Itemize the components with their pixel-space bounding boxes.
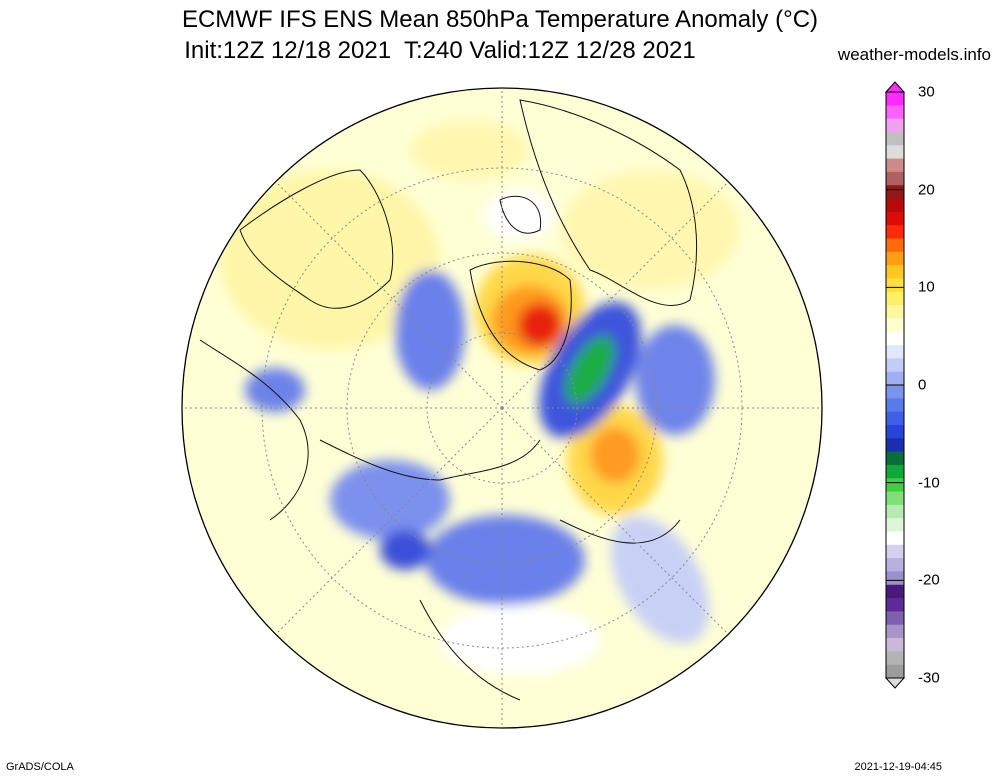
colorbar-segment: [886, 318, 904, 333]
colorbar-segment: [886, 291, 904, 306]
colorbar-tick-label: -30: [918, 669, 940, 687]
colorbar-tick-label: 20: [918, 181, 935, 199]
colorbar-segment: [886, 331, 904, 346]
colorbar-segment: [886, 211, 904, 226]
graticule: [182, 88, 822, 728]
colorbar-segment: [886, 611, 904, 626]
colorbar-segment: [886, 105, 904, 120]
chart-title: ECMWF IFS ENS Mean 850hPa Temperature An…: [181, 6, 819, 33]
colorbar-segment: [886, 558, 904, 572]
colorbar-min-arrow: [884, 677, 906, 689]
colorbar-segment: [886, 451, 904, 466]
colorbar-segment: [886, 584, 904, 599]
colorbar-segment: [886, 345, 904, 359]
colorbar-segment: [886, 358, 904, 373]
colorbar-segment: [886, 504, 904, 519]
colorbar-segment: [886, 438, 904, 453]
colorbar-segment: [886, 251, 904, 266]
colorbar-segment: [886, 571, 904, 586]
colorbar-segment: [886, 624, 904, 639]
colorbar-segment: [886, 238, 904, 253]
footer-timestamp: 2021-12-19-04:45: [854, 761, 942, 773]
colorbar-segment: [886, 385, 904, 399]
colorbar-segment: [886, 544, 904, 559]
colorbar-segment: [886, 518, 904, 532]
colorbar-max-arrow: [884, 81, 906, 93]
colorbar-segment: [886, 131, 904, 146]
colorbar-segment: [886, 225, 904, 239]
colorbar-tick-label: 10: [918, 278, 935, 296]
colorbar-segment: [886, 198, 904, 213]
colorbar-segment: [886, 265, 904, 279]
colorbar-segment: [886, 118, 904, 133]
colorbar-segment: [886, 651, 904, 666]
colorbar-segment: [886, 278, 904, 293]
colorbar-segment: [886, 638, 904, 652]
colorbar-tick-label: 30: [918, 83, 935, 101]
footer-credit: GrADS/COLA: [6, 761, 74, 773]
colorbar-tick-label: -10: [918, 474, 940, 492]
colorbar-segment: [886, 92, 904, 106]
colorbar-segment: [886, 598, 904, 612]
colorbar-segment: [886, 411, 904, 426]
colorbar-segment: [886, 171, 904, 186]
colorbar-segment: [886, 664, 904, 679]
colorbar-segment: [886, 464, 904, 479]
colorbar-segment: [886, 478, 904, 493]
colorbar-segment: [886, 305, 904, 319]
colorbar-segment: [886, 371, 904, 386]
colorbar-segment: [886, 424, 904, 439]
colorbar-tick-label: 0: [918, 376, 927, 394]
colorbar-segment: [886, 145, 904, 160]
colorbar-segments: [885, 91, 905, 679]
colorbar-segment: [886, 491, 904, 506]
map-border: [181, 87, 823, 729]
colorbar-segment: [886, 531, 904, 546]
chart-subtitle: Init:12Z 12/18 2021 T:240 Valid:12Z 12/2…: [184, 37, 696, 64]
colorbar-segment: [886, 158, 904, 173]
colorbar: [884, 81, 906, 689]
colorbar-tick-label: -20: [918, 571, 940, 589]
colorbar-segment: [886, 398, 904, 413]
colorbar-segment: [886, 185, 904, 200]
source-credit: weather-models.info: [837, 45, 991, 64]
